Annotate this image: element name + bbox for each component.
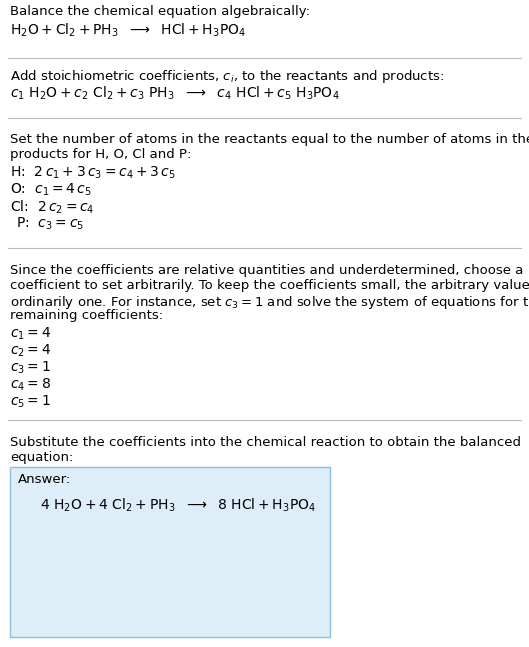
Text: Balance the chemical equation algebraically:: Balance the chemical equation algebraica… — [10, 5, 310, 18]
Text: products for H, O, Cl and P:: products for H, O, Cl and P: — [10, 148, 191, 161]
Text: coefficient to set arbitrarily. To keep the coefficients small, the arbitrary va: coefficient to set arbitrarily. To keep … — [10, 279, 529, 292]
Text: equation:: equation: — [10, 451, 74, 464]
Text: Add stoichiometric coefficients, $c_i$, to the reactants and products:: Add stoichiometric coefficients, $c_i$, … — [10, 68, 444, 85]
Text: Set the number of atoms in the reactants equal to the number of atoms in the: Set the number of atoms in the reactants… — [10, 133, 529, 146]
Text: $c_3 = 1$: $c_3 = 1$ — [10, 360, 51, 377]
Text: $c_2 = 4$: $c_2 = 4$ — [10, 343, 51, 359]
Text: Since the coefficients are relative quantities and underdetermined, choose a: Since the coefficients are relative quan… — [10, 264, 523, 277]
Text: $c_1 = 4$: $c_1 = 4$ — [10, 326, 51, 342]
Text: O:  $c_1 = 4\,c_5$: O: $c_1 = 4\,c_5$ — [10, 182, 92, 199]
Text: Substitute the coefficients into the chemical reaction to obtain the balanced: Substitute the coefficients into the che… — [10, 436, 521, 449]
Text: P:  $c_3 = c_5$: P: $c_3 = c_5$ — [16, 216, 84, 232]
Text: Cl:  $2\,c_2 = c_4$: Cl: $2\,c_2 = c_4$ — [10, 199, 95, 216]
Text: $\mathregular{H_2O + Cl_2 + PH_3}$  $\longrightarrow$  $\mathregular{HCl + H_3PO: $\mathregular{H_2O + Cl_2 + PH_3}$ $\lon… — [10, 22, 246, 39]
FancyBboxPatch shape — [10, 467, 330, 637]
Text: Answer:: Answer: — [18, 473, 71, 486]
Text: H:  $2\,c_1 + 3\,c_3 = c_4 + 3\,c_5$: H: $2\,c_1 + 3\,c_3 = c_4 + 3\,c_5$ — [10, 165, 176, 181]
Text: $c_4 = 8$: $c_4 = 8$ — [10, 377, 51, 393]
Text: $4\ \mathregular{H_2O} + 4\ \mathregular{Cl_2} + \mathregular{PH_3}$  $\longrigh: $4\ \mathregular{H_2O} + 4\ \mathregular… — [40, 497, 316, 514]
Text: $c_1\ \mathregular{H_2O} + c_2\ \mathregular{Cl_2} + c_3\ \mathregular{PH_3}$  $: $c_1\ \mathregular{H_2O} + c_2\ \mathreg… — [10, 85, 340, 102]
Text: ordinarily one. For instance, set $c_3 = 1$ and solve the system of equations fo: ordinarily one. For instance, set $c_3 =… — [10, 294, 529, 311]
Text: remaining coefficients:: remaining coefficients: — [10, 309, 163, 322]
Text: $c_5 = 1$: $c_5 = 1$ — [10, 394, 51, 410]
